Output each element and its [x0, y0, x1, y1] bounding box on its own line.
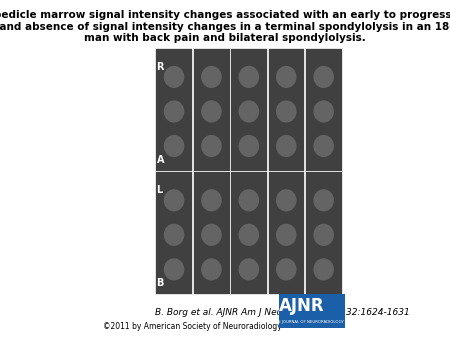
Ellipse shape [164, 100, 184, 123]
Ellipse shape [238, 66, 259, 88]
Ellipse shape [276, 189, 297, 211]
Ellipse shape [276, 135, 297, 157]
Ellipse shape [201, 224, 222, 246]
Ellipse shape [238, 258, 259, 281]
Text: Type 1 pedicle marrow signal intensity changes associated with an early to progr: Type 1 pedicle marrow signal intensity c… [0, 10, 450, 43]
FancyBboxPatch shape [230, 171, 267, 294]
Ellipse shape [201, 135, 222, 157]
Ellipse shape [164, 258, 184, 281]
Ellipse shape [313, 189, 334, 211]
Ellipse shape [238, 100, 259, 123]
FancyBboxPatch shape [305, 48, 342, 171]
Ellipse shape [276, 100, 297, 123]
Ellipse shape [164, 66, 184, 88]
Ellipse shape [313, 224, 334, 246]
Ellipse shape [313, 135, 334, 157]
Ellipse shape [313, 100, 334, 123]
Text: AJNR: AJNR [279, 297, 325, 315]
Ellipse shape [238, 135, 259, 157]
Text: AMERICAN JOURNAL OF NEURORADIOLOGY: AMERICAN JOURNAL OF NEURORADIOLOGY [260, 320, 344, 324]
Text: R: R [157, 62, 164, 72]
FancyBboxPatch shape [193, 48, 230, 171]
FancyBboxPatch shape [305, 171, 342, 294]
Ellipse shape [201, 100, 222, 123]
Ellipse shape [276, 258, 297, 281]
Ellipse shape [238, 189, 259, 211]
FancyBboxPatch shape [230, 48, 267, 171]
Ellipse shape [313, 66, 334, 88]
Ellipse shape [201, 189, 222, 211]
Ellipse shape [276, 66, 297, 88]
FancyBboxPatch shape [279, 294, 345, 328]
FancyBboxPatch shape [268, 171, 305, 294]
Text: ©2011 by American Society of Neuroradiology: ©2011 by American Society of Neuroradiol… [103, 322, 282, 331]
Ellipse shape [201, 66, 222, 88]
Text: L: L [157, 186, 163, 195]
Ellipse shape [201, 258, 222, 281]
Ellipse shape [276, 224, 297, 246]
FancyBboxPatch shape [155, 48, 192, 171]
FancyBboxPatch shape [193, 171, 230, 294]
FancyBboxPatch shape [155, 171, 192, 294]
Text: B. Borg et al. AJNR Am J Neuroradiol 2011;32:1624-1631: B. Borg et al. AJNR Am J Neuroradiol 201… [155, 308, 410, 317]
Ellipse shape [164, 224, 184, 246]
FancyBboxPatch shape [268, 48, 305, 171]
Text: A: A [157, 154, 164, 165]
Ellipse shape [238, 224, 259, 246]
Text: B: B [157, 278, 164, 288]
Ellipse shape [164, 135, 184, 157]
Ellipse shape [164, 189, 184, 211]
Ellipse shape [313, 258, 334, 281]
